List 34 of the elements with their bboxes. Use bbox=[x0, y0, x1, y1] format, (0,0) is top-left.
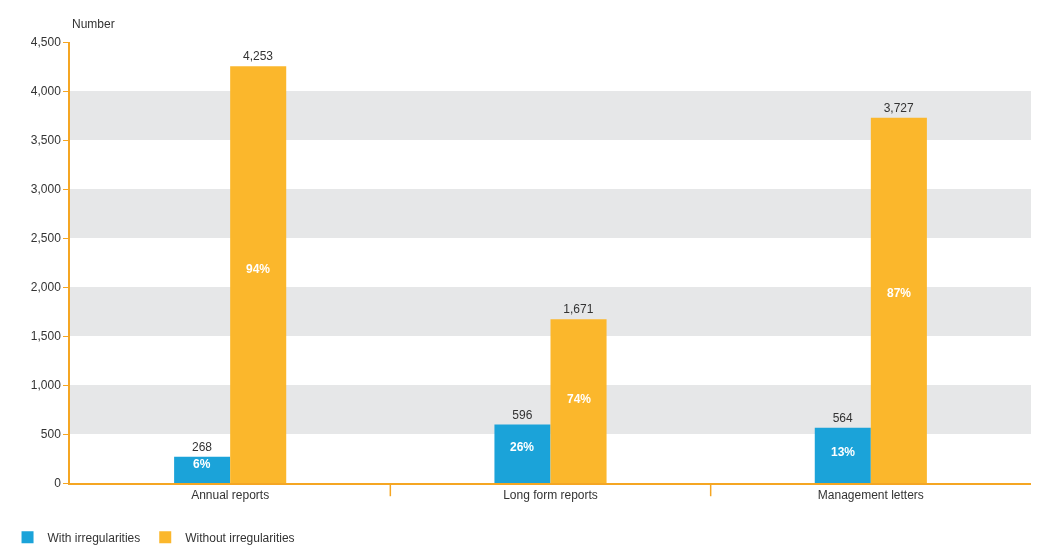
annotation: 94% bbox=[246, 262, 271, 276]
y-axis-title: Number bbox=[72, 17, 115, 31]
x-tick-label: Management letters bbox=[817, 488, 924, 503]
y-tick-label: 1,500 bbox=[30, 329, 62, 344]
y-tick-label: 3,000 bbox=[30, 182, 62, 197]
annotation: 6% bbox=[193, 457, 211, 471]
y-tick-label: 1,000 bbox=[30, 378, 62, 393]
data-label: 564 bbox=[832, 410, 853, 425]
y-tick-label: 0 bbox=[54, 476, 62, 491]
data-label: 268 bbox=[191, 439, 213, 454]
y-tick-label: 4,500 bbox=[30, 35, 62, 50]
bar bbox=[174, 456, 231, 483]
legend-label: Without irregularities bbox=[185, 530, 295, 545]
bar bbox=[870, 117, 927, 483]
y-tick-label: 3,500 bbox=[30, 133, 62, 148]
annotation: 74% bbox=[567, 392, 592, 406]
x-tick-label: Annual reports bbox=[191, 488, 270, 503]
y-tick-label: 2,500 bbox=[30, 231, 62, 246]
data-label: 596 bbox=[512, 407, 533, 422]
annotation: 87% bbox=[887, 286, 912, 300]
annotation: 26% bbox=[510, 440, 535, 454]
x-tick-label: Long form reports bbox=[503, 488, 598, 503]
bar bbox=[494, 424, 551, 483]
data-label: 1,671 bbox=[563, 302, 594, 317]
bar bbox=[230, 66, 287, 483]
data-label: 4,253 bbox=[243, 49, 274, 64]
bar bbox=[814, 427, 871, 483]
data-label: 3,727 bbox=[883, 100, 915, 115]
y-tick-label: 4,000 bbox=[30, 84, 62, 99]
bar bbox=[550, 319, 607, 483]
y-tick-label: 500 bbox=[40, 427, 62, 442]
annotation: 13% bbox=[831, 445, 856, 459]
y-tick-label: 2,000 bbox=[30, 280, 62, 295]
legend-label: With irregularities bbox=[47, 530, 141, 545]
